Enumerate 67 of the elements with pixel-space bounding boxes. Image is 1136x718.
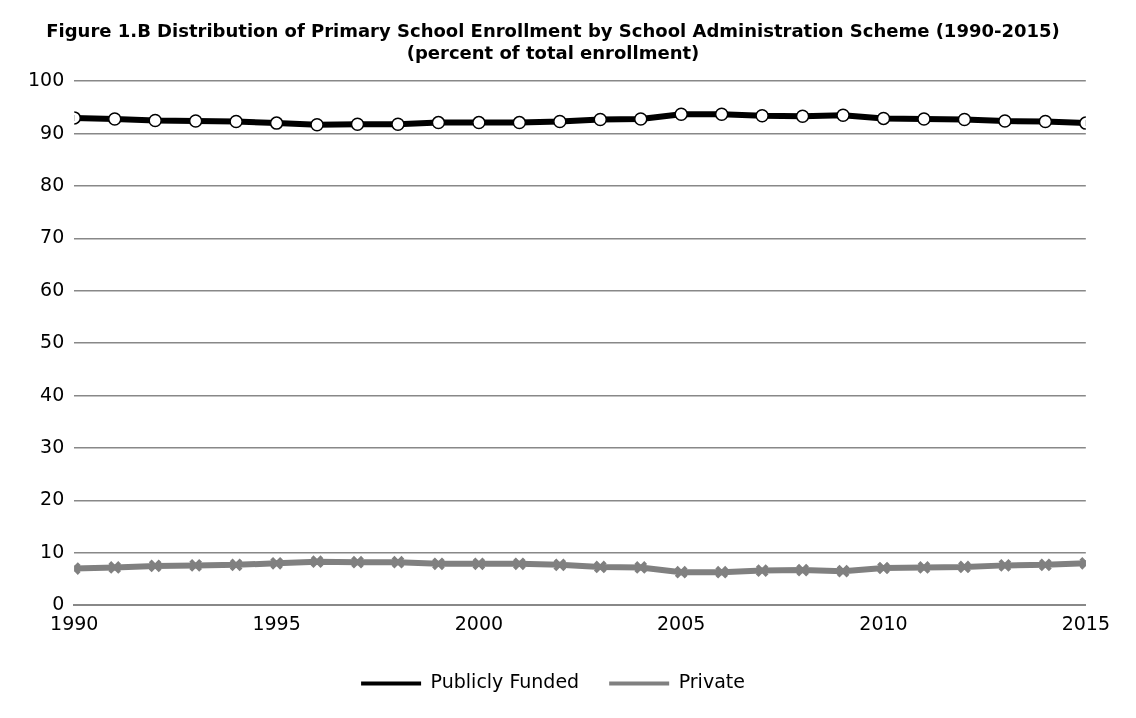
point — [553, 114, 567, 129]
point — [795, 109, 810, 124]
point — [795, 563, 810, 578]
point — [633, 560, 648, 575]
y-tick-label: 40 — [40, 382, 65, 405]
point — [552, 557, 567, 572]
point — [229, 114, 243, 129]
point — [471, 556, 486, 571]
chart-title: Figure 1.B Distribution of Primary School Enrollment by School Administration Scheme (1990-2015) — [46, 20, 1060, 42]
point — [350, 117, 365, 131]
point — [310, 117, 324, 132]
y-tick-label: 50 — [40, 330, 65, 353]
point — [957, 112, 972, 127]
point — [431, 556, 446, 571]
point — [997, 558, 1012, 573]
point — [269, 116, 284, 130]
point — [836, 564, 850, 579]
point — [876, 561, 891, 575]
point — [593, 112, 608, 127]
point — [917, 560, 931, 575]
point — [917, 112, 931, 126]
x-tick-label: 2000 — [454, 611, 504, 634]
point — [310, 554, 324, 569]
y-tick-label: 100 — [28, 68, 65, 91]
point — [674, 565, 689, 580]
y-tick-label: 70 — [40, 225, 65, 248]
point — [107, 112, 122, 126]
chart-subtitle: (percent of total enrollment) — [406, 42, 700, 64]
x-tick-label: 2015 — [1061, 611, 1110, 634]
point — [269, 556, 284, 571]
point — [148, 558, 163, 573]
point — [714, 107, 729, 121]
point — [391, 555, 405, 570]
x-tick-label: 2005 — [657, 611, 706, 634]
point — [188, 558, 203, 573]
point — [836, 108, 850, 123]
y-tick-label: 30 — [40, 434, 65, 457]
point — [391, 117, 405, 131]
point — [350, 555, 365, 570]
point — [512, 115, 527, 130]
point — [1038, 114, 1053, 129]
point — [593, 560, 608, 574]
point — [876, 111, 891, 126]
x-tick-label: 1995 — [252, 611, 301, 634]
legend-label: Publicly Funded — [430, 670, 580, 693]
point — [998, 114, 1012, 128]
x-tick-label: 2010 — [859, 611, 908, 634]
legend-label: Private — [678, 670, 745, 693]
y-tick-label: 60 — [40, 277, 65, 300]
point — [472, 115, 486, 130]
y-tick-label: 80 — [40, 172, 65, 195]
point — [755, 109, 769, 123]
point — [633, 112, 648, 126]
point — [674, 107, 688, 121]
point — [957, 560, 972, 574]
point — [1038, 557, 1053, 572]
y-tick-label: 90 — [40, 120, 65, 143]
point — [755, 563, 770, 578]
point — [512, 556, 527, 571]
y-tick-label: 20 — [40, 487, 65, 510]
y-tick-label: 10 — [40, 539, 65, 562]
point — [714, 565, 729, 580]
point — [188, 114, 203, 128]
point — [148, 113, 162, 128]
point — [229, 557, 244, 572]
point — [107, 560, 122, 575]
point — [431, 115, 446, 130]
